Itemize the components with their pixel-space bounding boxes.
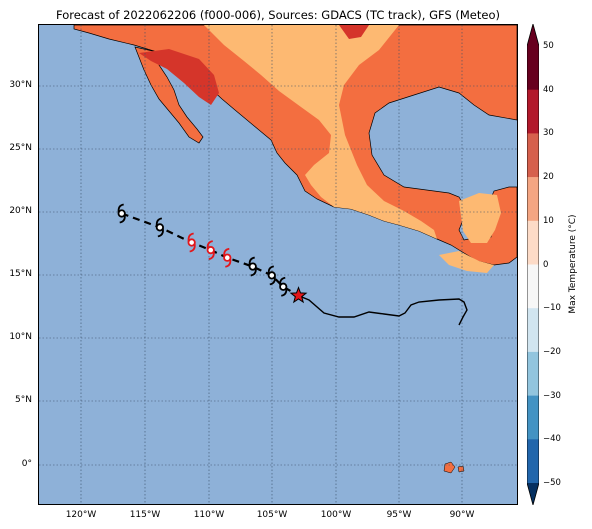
lat-label-10n: 10°N — [9, 332, 32, 342]
land-central-america-warm — [439, 251, 494, 273]
colorbar-segments — [527, 24, 539, 505]
colorbar-tick-label: −40 — [543, 434, 561, 445]
colorbar-tick-label: 50 — [543, 41, 554, 51]
colorbar-tick-label: −20 — [543, 346, 561, 357]
colorbar-tick-label: −30 — [543, 390, 561, 401]
tropical-storm-icon — [223, 247, 232, 268]
graticule — [39, 25, 517, 504]
colorbar-extend-max — [527, 24, 539, 46]
lat-label-25n: 25°N — [9, 143, 32, 153]
colorbar-tick-label: 30 — [543, 128, 554, 139]
track-origin-star-icon — [289, 286, 308, 304]
colorbar-segment — [527, 133, 539, 178]
lon-label-105w: 105°W — [256, 510, 288, 520]
tropical-depression-icon — [248, 256, 257, 277]
land-sonora-hot — [139, 49, 219, 105]
lon-label-100w: 100°W — [320, 510, 352, 520]
land-texas-hot — [339, 25, 369, 39]
colorbar-tick-label: −10 — [543, 303, 561, 314]
lon-label-120w: 120°W — [65, 510, 97, 520]
colorbar-segment — [527, 351, 539, 396]
tropical-storm-icon — [187, 232, 196, 253]
track-group — [117, 203, 468, 326]
colorbar-tick-label: −50 — [543, 478, 561, 488]
tropical-depression-icon — [117, 203, 126, 224]
tropical-depression-icon — [267, 265, 276, 286]
lat-label-15n: 15°N — [9, 269, 32, 279]
map-panel — [38, 24, 518, 505]
tropical-depression-icon — [155, 217, 164, 238]
land-baja-california — [134, 46, 204, 144]
colorbar-label: Max Temperature (°C) — [568, 214, 578, 314]
observed-track-line — [296, 294, 468, 326]
map-title: Forecast of 2022062206 (f000-006), Sourc… — [56, 8, 500, 22]
colorbar — [527, 24, 539, 505]
lat-label-0: 0° — [21, 459, 32, 469]
lat-label-30n: 30°N — [9, 80, 32, 90]
land-warm-zone — [204, 25, 437, 239]
colorbar-segment — [527, 264, 539, 309]
lat-label-5n: 5°N — [15, 395, 32, 405]
colorbar-segment — [527, 89, 539, 134]
colorbar-tick-label: 20 — [543, 172, 554, 183]
lon-label-95w: 95°W — [386, 510, 412, 520]
land-yucatan-warm — [459, 193, 501, 243]
colorbar-tick-label: 0 — [543, 259, 549, 270]
land-mexico-central-america — [73, 25, 517, 474]
land-galapagos-small — [457, 465, 465, 473]
colorbar-segment — [527, 439, 539, 484]
colorbar-segment — [527, 395, 539, 440]
lat-label-20n: 20°N — [9, 206, 32, 216]
cyclone-symbols — [117, 203, 308, 304]
lon-label-115w: 115°W — [129, 510, 161, 520]
colorbar-segment — [527, 46, 539, 90]
tropical-depression-icon — [279, 276, 288, 297]
colorbar-segment — [527, 308, 539, 353]
tropical-storm-icon — [206, 240, 215, 261]
colorbar-tick-label: 40 — [543, 84, 554, 95]
colorbar-segment — [527, 220, 539, 265]
colorbar-extend-min — [527, 483, 539, 505]
lon-label-90w: 90°W — [449, 510, 475, 520]
colorbar-tick-label: 10 — [543, 215, 554, 226]
lon-label-110w: 110°W — [193, 510, 225, 520]
colorbar-segment — [527, 177, 539, 222]
